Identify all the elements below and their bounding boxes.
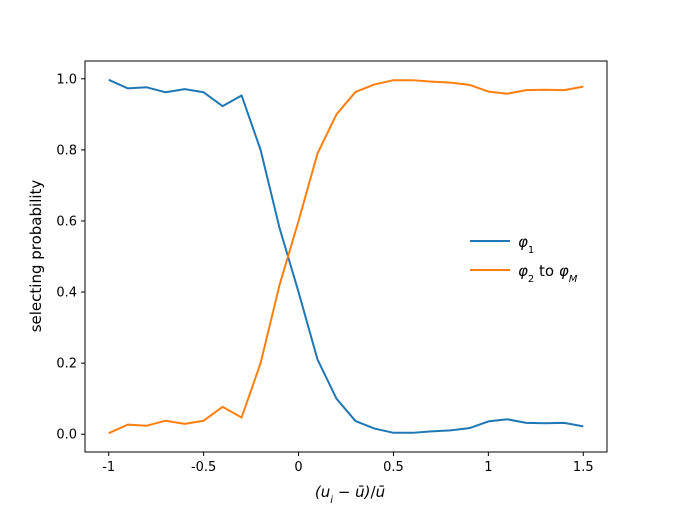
axis-ticks: -1 -0.5 0 0.5 1 1.5 0.0 0.2 0.4 0.6 0.8 1.0 [56, 72, 593, 475]
plot-frame [84, 60, 608, 453]
y-tick-label: 0.2 [56, 357, 77, 372]
series-lines [108, 78, 584, 435]
legend-label-phi1: φ1 [518, 233, 534, 256]
x-tick-label: 0.5 [383, 460, 404, 475]
series-line-phi2-to-phiM [108, 79, 584, 435]
series-line-phi1 [108, 78, 584, 434]
y-tick-label: 0.4 [56, 286, 77, 301]
y-tick-label: 0.8 [56, 143, 77, 158]
legend-label-phi2-to-phiM: φ2 to φM [518, 262, 578, 285]
x-tick-label: 0 [294, 460, 302, 475]
y-axis-label: selecting probability [27, 180, 45, 333]
x-axis-label: (ui − ū)/ū [315, 483, 385, 506]
x-tick-label: -1 [102, 460, 115, 475]
y-tick-label: 1.0 [56, 72, 77, 87]
y-tick-label: 0.0 [56, 428, 77, 443]
legend: φ1 φ2 to φM [470, 233, 578, 285]
x-tick-label: 1 [484, 460, 492, 475]
plot-area [84, 60, 608, 453]
x-tick-label: 1.5 [573, 460, 594, 475]
y-tick-label: 0.6 [56, 214, 77, 229]
x-tick-label: -0.5 [191, 460, 216, 475]
